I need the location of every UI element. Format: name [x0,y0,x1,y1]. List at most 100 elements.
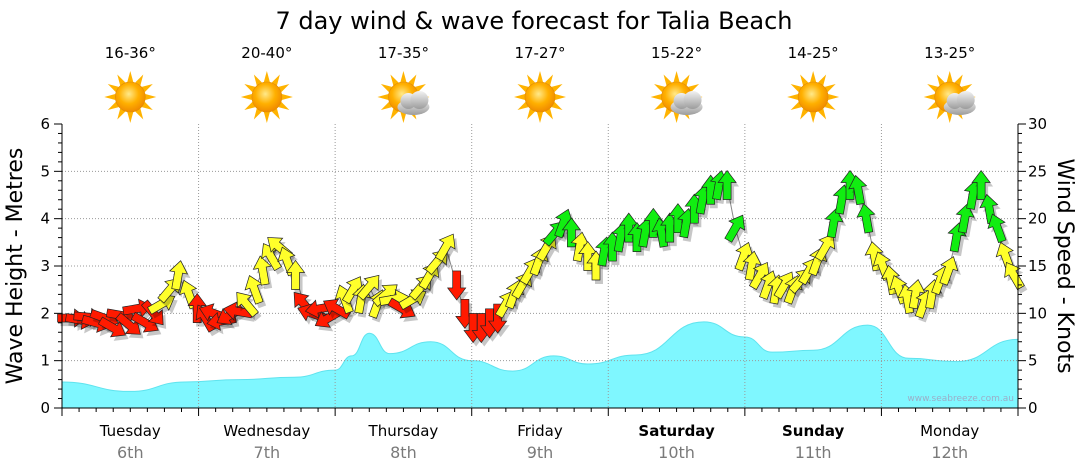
sun-icon [104,71,157,123]
sun-ray [263,71,270,82]
sun-disc [797,81,829,113]
right-tick-label: 15 [1028,257,1047,275]
day-temperature: 17-27° [514,44,565,62]
left-tick-label: 4 [40,210,50,228]
sun-ray [936,108,945,120]
sun-ray [673,112,680,123]
wind-arrow-green [848,174,868,206]
day-label: Saturday [638,422,715,440]
day-temperature: 16-36° [105,44,156,62]
day-label: Sunday [782,422,845,440]
sun-ray [537,71,543,82]
left-tick-label: 6 [40,115,50,133]
sun-ray [278,84,290,93]
sun-ray [790,101,802,110]
sun-ray [954,74,963,86]
sun-ray [824,101,836,110]
day-temperature: 15-22° [651,44,702,62]
sun-ray [946,71,953,82]
wave-height-area [61,321,1019,409]
sun-cloud-icon [650,71,703,123]
wind-arrow-green [724,214,746,243]
sun-ray [946,112,953,123]
sun-ray [654,101,666,110]
sun-ray [818,108,827,120]
sun-ray [141,84,153,93]
sun-cloud-icon [377,71,430,123]
sun-ray [544,108,553,120]
watermark: www.seabreeze.com.au [907,394,1014,404]
wind-arrow-yellow [285,259,306,290]
sun-ray [800,74,809,86]
sun-ray [263,112,270,123]
sun-ray [927,84,939,93]
sun-ray [240,94,252,100]
date-label: 11th [795,443,832,462]
sun-ray [681,74,690,86]
right-tick-label: 10 [1028,304,1047,322]
sun-ray [400,112,407,123]
sun-ray [107,101,119,110]
date-label: 7th [254,443,281,462]
sun-ray [810,71,817,82]
sun-ray [654,84,666,93]
wind-arrow-yellow [252,255,272,286]
cloud-puff [410,91,429,109]
wind-arrow-yellow [814,233,836,262]
sun-icon [514,71,566,123]
wind-arrow-green [561,217,582,248]
wind-arrow-red [487,303,508,334]
sun-ray [824,84,836,93]
sun-ray [517,84,529,93]
sun-ray [787,94,799,100]
wind-arrow-green [856,203,876,234]
wind-arrow-yellow [356,274,380,301]
right-tick-label: 25 [1028,162,1047,180]
sun-ray [551,84,563,93]
sun-ray [800,108,809,120]
day-label: Monday [920,422,979,440]
sun-ray [514,94,525,100]
day-temperature: 14-25° [788,44,839,62]
sun-ray [104,94,116,100]
sun-disc [251,81,283,113]
sun-ray [145,94,157,100]
date-label: 8th [390,443,417,462]
sun-ray [544,74,553,86]
sun-ray [135,108,144,120]
day-label: Friday [517,422,563,440]
wind-arrow-yellow [742,250,762,281]
sun-ray [688,84,700,93]
left-tick-label: 5 [40,162,50,180]
sun-ray [828,94,840,100]
sun-ray [923,94,935,100]
cloud-shape [670,91,703,115]
cloud-puff [683,91,702,109]
chart-title: 7 day wind & wave forecast for Talia Bea… [275,7,792,35]
sun-ray [555,94,566,100]
sun-ray [244,101,256,110]
sun-ray [127,112,134,123]
sun-disc [524,81,556,113]
sun-ray [936,74,945,86]
sun-ray [663,108,672,120]
sun-ray [650,94,662,100]
sun-ray [377,94,389,100]
right-tick-label: 5 [1028,352,1038,370]
sun-ray [380,84,392,93]
sun-ray [400,71,407,82]
wind-arrow-yellow [236,291,259,318]
sun-icon [240,71,293,123]
sun-ray [107,84,119,93]
sun-ray [253,74,262,86]
wind-arrow-yellow [434,233,456,262]
left-tick-label: 1 [40,352,50,370]
sun-ray [281,94,293,100]
sun-ray [414,84,426,93]
sun-ray [127,71,134,82]
wind-arrow-red [446,270,467,301]
sun-ray [517,101,529,110]
wind-arrow-yellow [1004,261,1025,291]
sun-ray [253,108,262,120]
sun-ray [380,101,392,110]
